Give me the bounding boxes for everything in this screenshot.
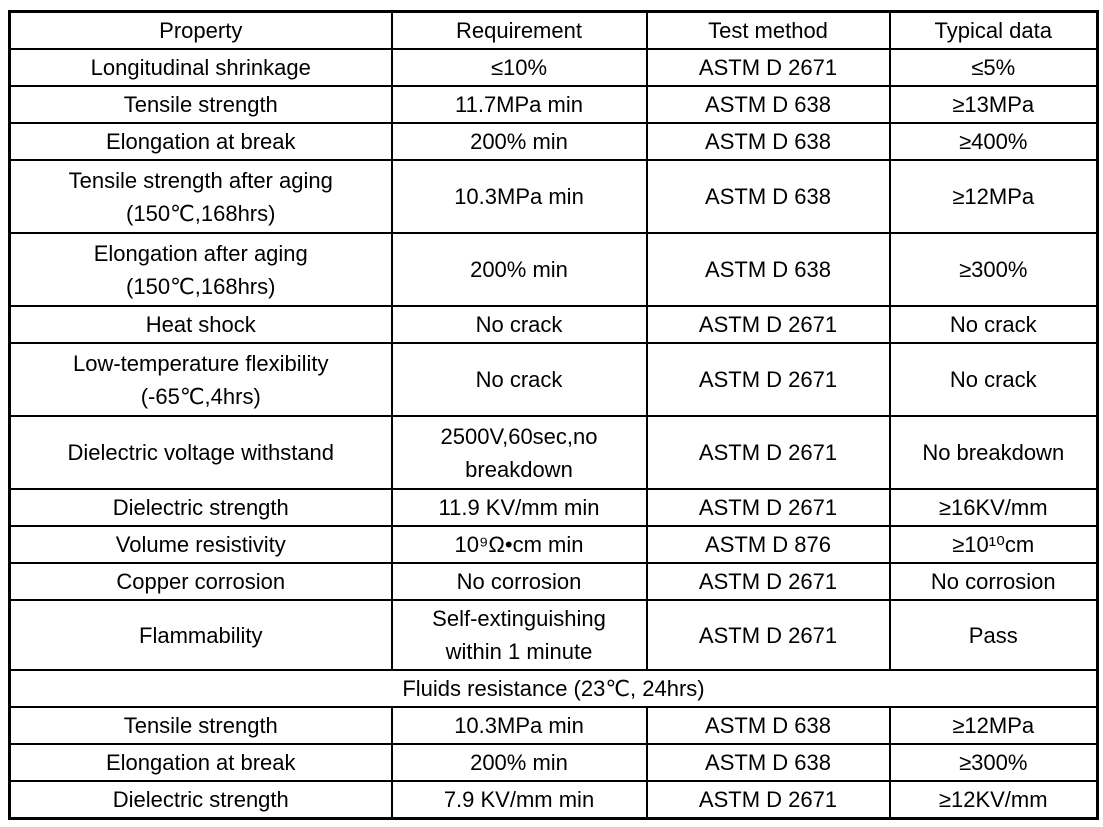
typical-data-cell: Pass [888,599,1099,671]
requirement-cell: 11.9 KV/mm min [390,488,648,527]
property-cell: Tensile strength [8,85,393,124]
test-method-cell: ASTM D 638 [645,122,891,161]
property-cell: Copper corrosion [8,562,393,601]
header-row: Property Requirement Test method Typical… [8,10,1099,50]
typical-data-cell: No corrosion [888,562,1099,601]
table-row: Volume resistivity 10⁹Ω•cm min ASTM D 87… [8,525,1099,564]
typical-data-cell: ≥10¹⁰cm [888,525,1099,564]
test-method-cell: ASTM D 2671 [645,599,891,671]
test-method-cell: ASTM D 638 [645,159,891,234]
typical-data-cell: No crack [888,342,1099,417]
test-method-cell: ASTM D 2671 [645,780,891,820]
table-row: Dielectric strength 7.9 KV/mm min ASTM D… [8,780,1099,820]
typical-data-cell: ≤5% [888,48,1099,87]
typical-data-cell: ≥12KV/mm [888,780,1099,820]
test-method-cell: ASTM D 2671 [645,562,891,601]
property-cell: Elongation at break [8,743,393,782]
typical-data-cell: ≥16KV/mm [888,488,1099,527]
typical-data-cell: ≥13MPa [888,85,1099,124]
table-row: Tensile strength 10.3MPa min ASTM D 638 … [8,706,1099,745]
requirement-cell: 10⁹Ω•cm min [390,525,648,564]
table-row: Tensile strength after aging (150℃,168hr… [8,159,1099,234]
typical-data-cell: No breakdown [888,415,1099,490]
property-cell: Tensile strength after aging (150℃,168hr… [8,159,393,234]
property-cell: Dielectric strength [8,780,393,820]
requirement-cell: Self-extinguishing within 1 minute [390,599,648,671]
table-row: Elongation at break 200% min ASTM D 638 … [8,122,1099,161]
typical-data-cell: No crack [888,305,1099,344]
requirement-cell: ≤10% [390,48,648,87]
requirement-cell: No crack [390,342,648,417]
typical-data-cell: ≥400% [888,122,1099,161]
typical-data-cell: ≥12MPa [888,706,1099,745]
test-method-cell: ASTM D 638 [645,85,891,124]
table-row: Longitudinal shrinkage ≤10% ASTM D 2671 … [8,48,1099,87]
property-cell: Dielectric strength [8,488,393,527]
test-method-cell: ASTM D 2671 [645,488,891,527]
column-header-test-method: Test method [645,10,891,50]
test-method-cell: ASTM D 638 [645,232,891,307]
property-cell: Elongation after aging (150℃,168hrs) [8,232,393,307]
test-method-cell: ASTM D 2671 [645,342,891,417]
table-row: Dielectric strength 11.9 KV/mm min ASTM … [8,488,1099,527]
property-cell: Heat shock [8,305,393,344]
property-cell: Flammability [8,599,393,671]
requirement-cell: 10.3MPa min [390,159,648,234]
table-row: Dielectric voltage withstand 2500V,60sec… [8,415,1099,490]
section-header-fluids-resistance: Fluids resistance (23℃, 24hrs) [8,669,1099,708]
properties-spec-table: Property Requirement Test method Typical… [8,10,1099,820]
test-method-cell: ASTM D 638 [645,743,891,782]
test-method-cell: ASTM D 876 [645,525,891,564]
property-cell: Dielectric voltage withstand [8,415,393,490]
table-row: Heat shock No crack ASTM D 2671 No crack [8,305,1099,344]
table-row: Low-temperature flexibility (-65℃,4hrs) … [8,342,1099,417]
table-row: Elongation at break 200% min ASTM D 638 … [8,743,1099,782]
table-row: Flammability Self-extinguishing within 1… [8,599,1099,671]
column-header-requirement: Requirement [390,10,648,50]
test-method-cell: ASTM D 2671 [645,48,891,87]
table-row: Elongation after aging (150℃,168hrs) 200… [8,232,1099,307]
typical-data-cell: ≥300% [888,232,1099,307]
requirement-cell: 200% min [390,743,648,782]
test-method-cell: ASTM D 2671 [645,415,891,490]
typical-data-cell: ≥12MPa [888,159,1099,234]
section-row: Fluids resistance (23℃, 24hrs) [8,669,1099,708]
test-method-cell: ASTM D 2671 [645,305,891,344]
column-header-typical-data: Typical data [888,10,1099,50]
typical-data-cell: ≥300% [888,743,1099,782]
requirement-cell: 200% min [390,232,648,307]
requirement-cell: No corrosion [390,562,648,601]
table-row: Tensile strength 11.7MPa min ASTM D 638 … [8,85,1099,124]
property-cell: Volume resistivity [8,525,393,564]
requirement-cell: 11.7MPa min [390,85,648,124]
property-cell: Tensile strength [8,706,393,745]
property-cell: Longitudinal shrinkage [8,48,393,87]
requirement-cell: 7.9 KV/mm min [390,780,648,820]
property-cell: Low-temperature flexibility (-65℃,4hrs) [8,342,393,417]
requirement-cell: 200% min [390,122,648,161]
requirement-cell: 2500V,60sec,no breakdown [390,415,648,490]
property-cell: Elongation at break [8,122,393,161]
test-method-cell: ASTM D 638 [645,706,891,745]
column-header-property: Property [8,10,393,50]
requirement-cell: No crack [390,305,648,344]
requirement-cell: 10.3MPa min [390,706,648,745]
table-row: Copper corrosion No corrosion ASTM D 267… [8,562,1099,601]
